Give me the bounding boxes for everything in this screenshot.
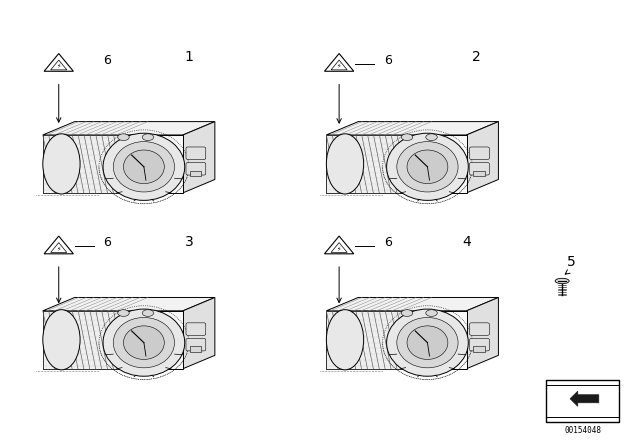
FancyBboxPatch shape: [470, 147, 490, 159]
Ellipse shape: [401, 310, 413, 316]
Polygon shape: [326, 311, 403, 369]
Text: 6: 6: [384, 54, 392, 67]
Text: ⚡: ⚡: [337, 65, 341, 69]
Polygon shape: [326, 135, 467, 193]
Polygon shape: [44, 236, 74, 254]
Ellipse shape: [407, 150, 448, 184]
FancyBboxPatch shape: [470, 323, 490, 335]
Ellipse shape: [407, 326, 448, 359]
Polygon shape: [326, 121, 499, 135]
Polygon shape: [43, 297, 215, 311]
Ellipse shape: [326, 310, 364, 370]
Polygon shape: [43, 135, 183, 193]
Ellipse shape: [397, 142, 458, 192]
Polygon shape: [326, 311, 467, 369]
Bar: [546, 380, 620, 422]
Ellipse shape: [113, 318, 175, 368]
Ellipse shape: [387, 133, 468, 200]
Ellipse shape: [397, 318, 458, 368]
Ellipse shape: [326, 134, 364, 194]
Ellipse shape: [103, 133, 185, 200]
Polygon shape: [324, 53, 354, 71]
Ellipse shape: [426, 134, 437, 141]
Polygon shape: [43, 311, 183, 369]
Bar: [190, 346, 202, 352]
Polygon shape: [467, 121, 499, 193]
FancyBboxPatch shape: [186, 323, 205, 335]
FancyBboxPatch shape: [470, 338, 490, 351]
Ellipse shape: [142, 310, 154, 316]
Bar: [190, 171, 202, 177]
Polygon shape: [326, 297, 499, 311]
Ellipse shape: [118, 134, 129, 141]
Ellipse shape: [387, 309, 468, 376]
Text: ⚡: ⚡: [56, 247, 61, 252]
Polygon shape: [44, 53, 74, 71]
Polygon shape: [43, 135, 120, 193]
Ellipse shape: [124, 326, 164, 359]
Bar: [474, 346, 485, 352]
Ellipse shape: [43, 310, 80, 370]
Polygon shape: [43, 311, 120, 369]
Text: 6: 6: [103, 236, 111, 249]
Text: 6: 6: [103, 54, 111, 67]
FancyBboxPatch shape: [186, 338, 205, 351]
Ellipse shape: [124, 150, 164, 184]
Polygon shape: [324, 236, 354, 254]
FancyBboxPatch shape: [186, 163, 205, 175]
Text: ⚡: ⚡: [56, 65, 61, 69]
Polygon shape: [326, 135, 403, 193]
Text: 1: 1: [185, 50, 194, 64]
Ellipse shape: [426, 310, 437, 316]
Ellipse shape: [401, 134, 413, 141]
Ellipse shape: [555, 278, 569, 284]
Ellipse shape: [118, 310, 129, 316]
Text: 2: 2: [472, 50, 481, 64]
Polygon shape: [183, 297, 215, 369]
Ellipse shape: [142, 134, 154, 141]
Text: 5: 5: [567, 255, 576, 269]
Bar: [474, 171, 485, 177]
Text: 4: 4: [462, 235, 471, 249]
FancyBboxPatch shape: [470, 163, 490, 175]
Text: ⚡: ⚡: [337, 247, 341, 252]
Polygon shape: [183, 121, 215, 193]
FancyBboxPatch shape: [186, 147, 205, 159]
Polygon shape: [43, 121, 215, 135]
Ellipse shape: [103, 309, 185, 376]
Ellipse shape: [43, 134, 80, 194]
Polygon shape: [570, 391, 599, 406]
Text: 6: 6: [384, 236, 392, 249]
Ellipse shape: [113, 142, 175, 192]
Text: 3: 3: [185, 235, 194, 249]
Text: 00154048: 00154048: [564, 426, 602, 435]
Polygon shape: [467, 297, 499, 369]
